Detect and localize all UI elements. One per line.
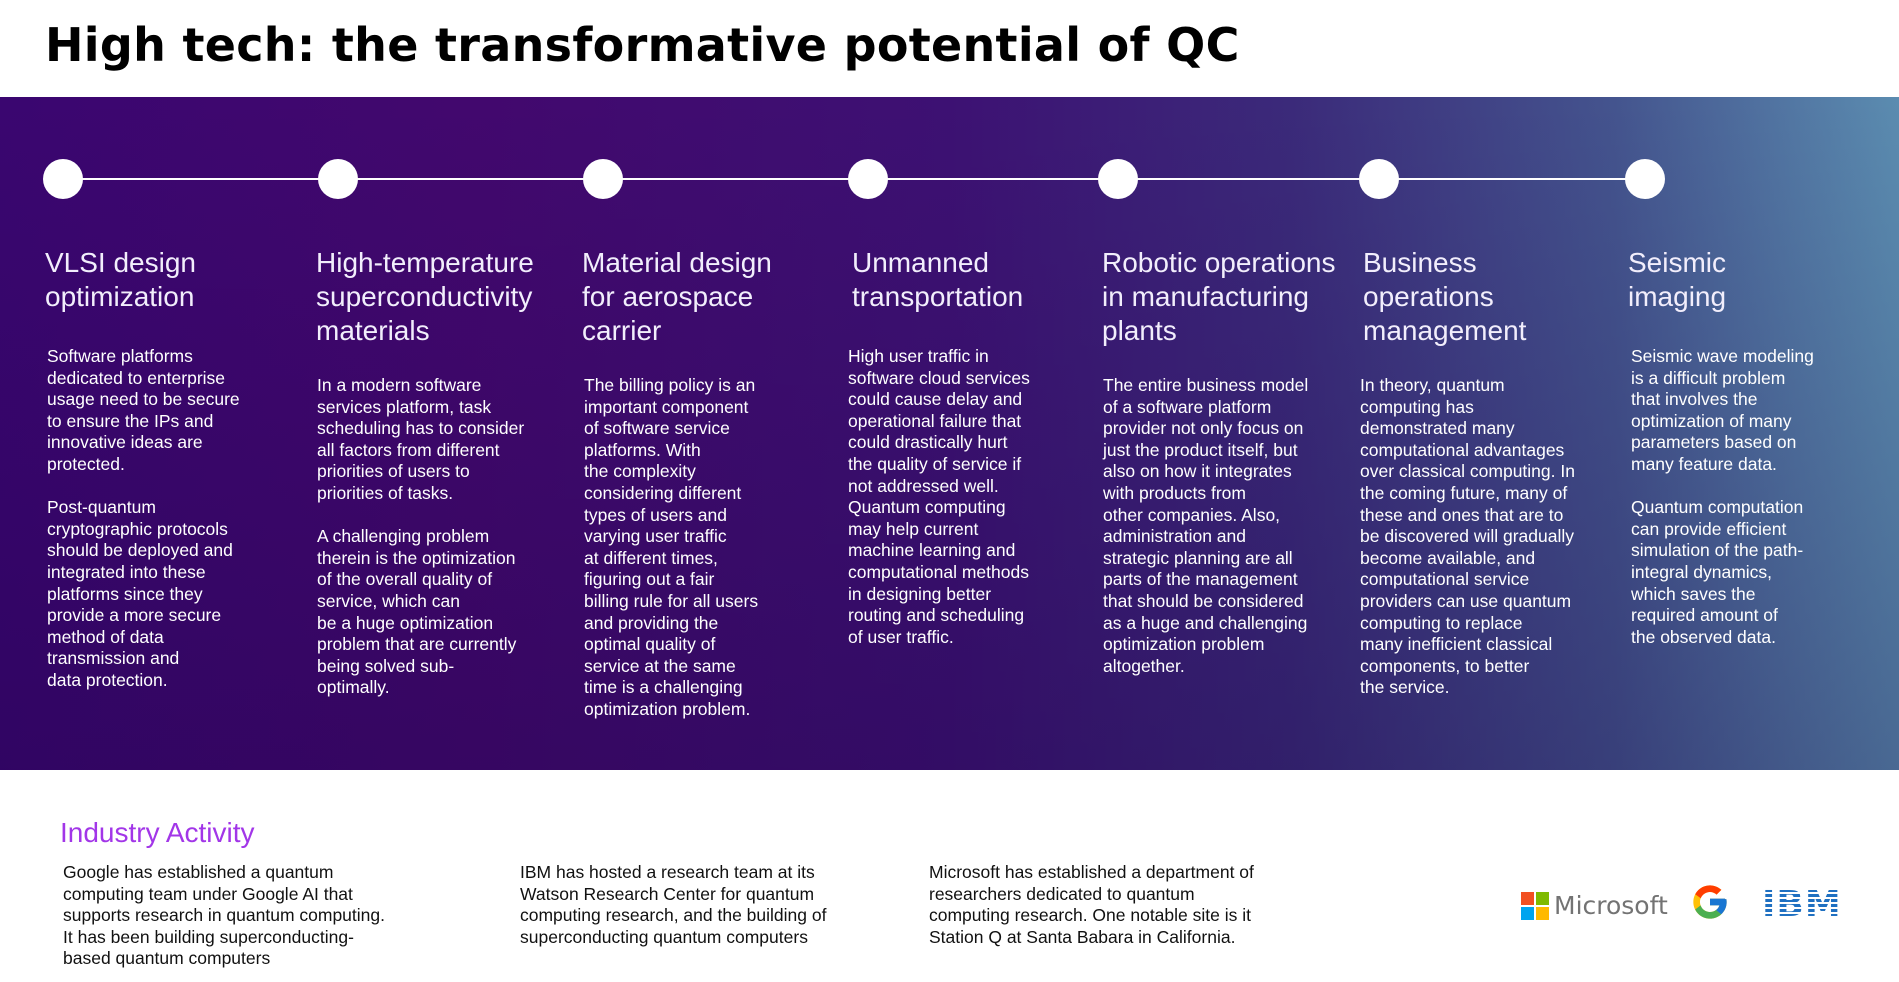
timeline-dot bbox=[583, 159, 623, 199]
industry-item-ibm: IBM has hosted a research team at its Wa… bbox=[520, 862, 827, 947]
column-superconductivity: High-temperature superconductivity mater… bbox=[316, 246, 534, 697]
column-body: High user traffic in software cloud serv… bbox=[848, 346, 1030, 647]
column-transportation: Unmanned transportation High user traffi… bbox=[848, 246, 1030, 647]
column-vlsi: VLSI design optimization Software platfo… bbox=[45, 246, 240, 690]
timeline-dot bbox=[318, 159, 358, 199]
microsoft-logo: Microsoft bbox=[1521, 891, 1668, 920]
column-heading: VLSI design optimization bbox=[45, 247, 196, 312]
industry-item-microsoft: Microsoft has established a department o… bbox=[929, 862, 1254, 947]
column-seismic: Seismic imaging Seismic wave modeling is… bbox=[1628, 246, 1814, 647]
google-g-icon bbox=[1693, 885, 1727, 919]
column-heading: High-temperature superconductivity mater… bbox=[316, 247, 534, 346]
page-title: High tech: the transformative potential … bbox=[45, 18, 1240, 72]
column-business: Business operations management In theory… bbox=[1360, 246, 1575, 697]
timeline-dot bbox=[1098, 159, 1138, 199]
google-logo bbox=[1690, 882, 1730, 927]
timeline-band bbox=[0, 97, 1899, 770]
column-body: The entire business model of a software … bbox=[1103, 375, 1309, 676]
timeline-dot bbox=[848, 159, 888, 199]
column-body: Seismic wave modeling is a difficult pro… bbox=[1631, 346, 1814, 647]
column-body: In a modern software services platform, … bbox=[317, 375, 525, 698]
column-body: Software platforms dedicated to enterpri… bbox=[47, 346, 240, 690]
column-heading: Seismic imaging bbox=[1628, 247, 1727, 312]
column-heading: Unmanned transportation bbox=[852, 247, 1024, 312]
timeline-dot bbox=[1625, 159, 1665, 199]
industry-activity-title: Industry Activity bbox=[60, 817, 255, 848]
column-heading: Robotic operations in manufacturing plan… bbox=[1102, 247, 1336, 346]
ibm-logo: IBM bbox=[1762, 884, 1842, 925]
timeline-dot bbox=[43, 159, 83, 199]
microsoft-squares-icon bbox=[1521, 891, 1549, 920]
column-body: In theory, quantum computing has demonst… bbox=[1360, 375, 1575, 698]
column-aerospace: Material design for aerospace carrier Th… bbox=[582, 246, 772, 719]
microsoft-logo-text: Microsoft bbox=[1554, 891, 1668, 920]
timeline-dot bbox=[1359, 159, 1399, 199]
column-heading: Business operations management bbox=[1363, 247, 1527, 346]
industry-item-google: Google has established a quantum computi… bbox=[63, 862, 385, 969]
column-body: The billing policy is an important compo… bbox=[584, 375, 759, 719]
column-heading: Material design for aerospace carrier bbox=[582, 247, 772, 346]
column-robotics: Robotic operations in manufacturing plan… bbox=[1102, 246, 1336, 676]
